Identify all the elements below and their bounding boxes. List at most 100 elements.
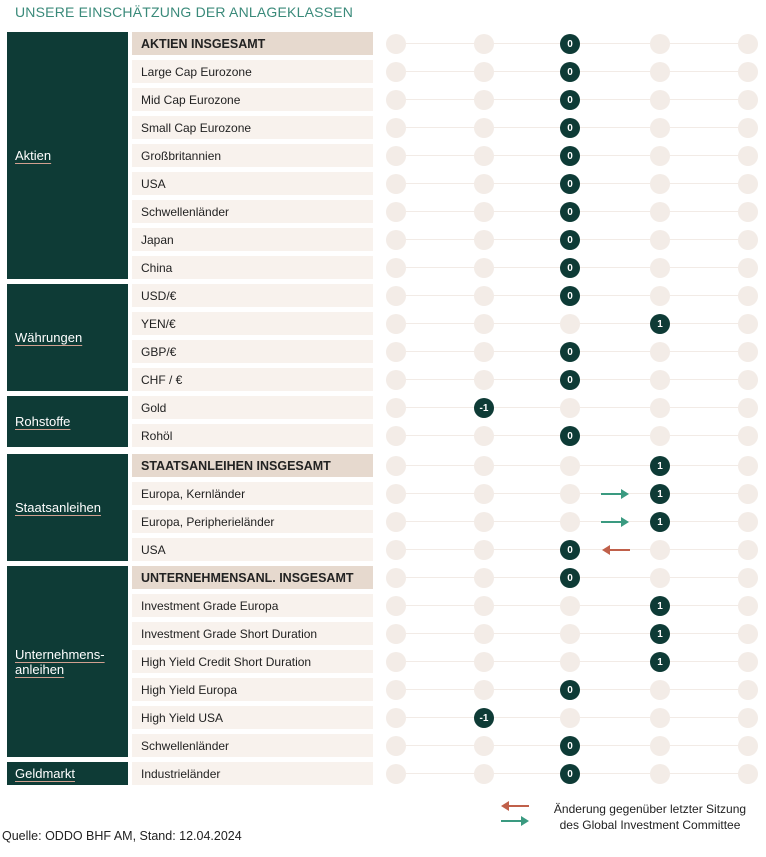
asset-label: Schwellenländer (132, 734, 373, 757)
scale-point (738, 62, 758, 82)
scale-point (738, 540, 758, 560)
legend-line-1: Änderung gegenüber letzter Sitzung (553, 802, 747, 816)
table-row: USA 0 (0, 170, 766, 198)
scale-point (386, 764, 406, 784)
category-label: Geldmarkt (15, 766, 75, 781)
scale-point (386, 342, 406, 362)
asset-label: Gold (132, 396, 373, 419)
rating-marker: 0 (560, 680, 580, 700)
scale-point (386, 512, 406, 532)
asset-label: High Yield Europa (132, 678, 373, 701)
scale-point (474, 370, 494, 390)
scale-point (386, 286, 406, 306)
asset-label: Japan (132, 228, 373, 251)
scale-point (386, 370, 406, 390)
table-row: YEN/€ 1 (0, 310, 766, 338)
rating-marker: 0 (560, 90, 580, 110)
rating-marker: -1 (474, 398, 494, 418)
scale-point (474, 456, 494, 476)
scale-point (386, 34, 406, 54)
scale-point (386, 596, 406, 616)
rating-marker: 0 (560, 62, 580, 82)
scale-point (386, 174, 406, 194)
category-block: Staatsanleihen (7, 454, 128, 561)
table-row: Großbritannien 0 (0, 142, 766, 170)
scale-point (386, 314, 406, 334)
scale-point (474, 62, 494, 82)
scale-point (386, 426, 406, 446)
scale-point (738, 90, 758, 110)
scale-point (386, 398, 406, 418)
scale-point (386, 568, 406, 588)
table-row: Investment Grade Short Duration 1 (0, 620, 766, 648)
scale-point (474, 174, 494, 194)
scale-point (474, 764, 494, 784)
rating-marker: 0 (560, 146, 580, 166)
category-block: Geldmarkt (7, 762, 128, 785)
change-up-arrow-icon (601, 517, 629, 527)
scale-point (386, 90, 406, 110)
table-row: Industrieländer 0 (0, 760, 766, 788)
rating-marker: 0 (560, 34, 580, 54)
category-label: Rohstoffe (15, 414, 71, 429)
asset-label: High Yield Credit Short Duration (132, 650, 373, 673)
scale-point (560, 398, 580, 418)
scale-point (650, 90, 670, 110)
scale-point (650, 118, 670, 138)
scale-point (386, 456, 406, 476)
asset-label: Investment Grade Europa (132, 594, 373, 617)
asset-label: Large Cap Eurozone (132, 60, 373, 83)
scale-point (738, 146, 758, 166)
scale-point (650, 286, 670, 306)
scale-point (474, 146, 494, 166)
rating-marker: 0 (560, 286, 580, 306)
scale-point (474, 512, 494, 532)
rating-marker: 1 (650, 512, 670, 532)
table-row: CHF / € 0 (0, 366, 766, 394)
legend-up-arrow-icon (501, 816, 529, 826)
scale-point (738, 34, 758, 54)
table-row: Schwellenländer 0 (0, 198, 766, 226)
category-label: Währungen (15, 330, 83, 345)
scale-point (738, 736, 758, 756)
table-row: Japan 0 (0, 226, 766, 254)
table-row: USA 0 (0, 536, 766, 564)
table-row: Europa, Peripherieländer 1 (0, 508, 766, 536)
category-block: Rohstoffe (7, 396, 128, 447)
asset-label: Europa, Kernländer (132, 482, 373, 505)
scale-point (474, 342, 494, 362)
asset-label: Small Cap Eurozone (132, 116, 373, 139)
table-row: Europa, Kernländer 1 (0, 480, 766, 508)
scale-point (738, 118, 758, 138)
asset-label: GBP/€ (132, 340, 373, 363)
group-header-label: STAATSANLEIHEN INSGESAMT (132, 454, 373, 477)
rating-marker: 1 (650, 596, 670, 616)
rating-marker: -1 (474, 708, 494, 728)
scale-point (560, 314, 580, 334)
scale-point (650, 34, 670, 54)
rating-marker: 0 (560, 426, 580, 446)
scale-point (738, 596, 758, 616)
scale-point (650, 568, 670, 588)
asset-label: USA (132, 172, 373, 195)
scale-point (386, 540, 406, 560)
table-row: Mid Cap Eurozone 0 (0, 86, 766, 114)
scale-point (474, 34, 494, 54)
scale-point (560, 596, 580, 616)
scale-point (386, 736, 406, 756)
rating-marker: 1 (650, 652, 670, 672)
table-row: High Yield USA -1 (0, 704, 766, 732)
scale-point (386, 624, 406, 644)
group-header-label: AKTIEN INSGESAMT (132, 32, 373, 55)
asset-label: USA (132, 538, 373, 561)
scale-point (650, 342, 670, 362)
scale-point (738, 456, 758, 476)
change-down-arrow-icon (602, 545, 630, 555)
table-row: GBP/€ 0 (0, 338, 766, 366)
asset-label: High Yield USA (132, 706, 373, 729)
scale-point (738, 512, 758, 532)
table-row: Small Cap Eurozone 0 (0, 114, 766, 142)
rating-marker: 0 (560, 764, 580, 784)
rating-marker: 0 (560, 370, 580, 390)
scale-point (738, 202, 758, 222)
